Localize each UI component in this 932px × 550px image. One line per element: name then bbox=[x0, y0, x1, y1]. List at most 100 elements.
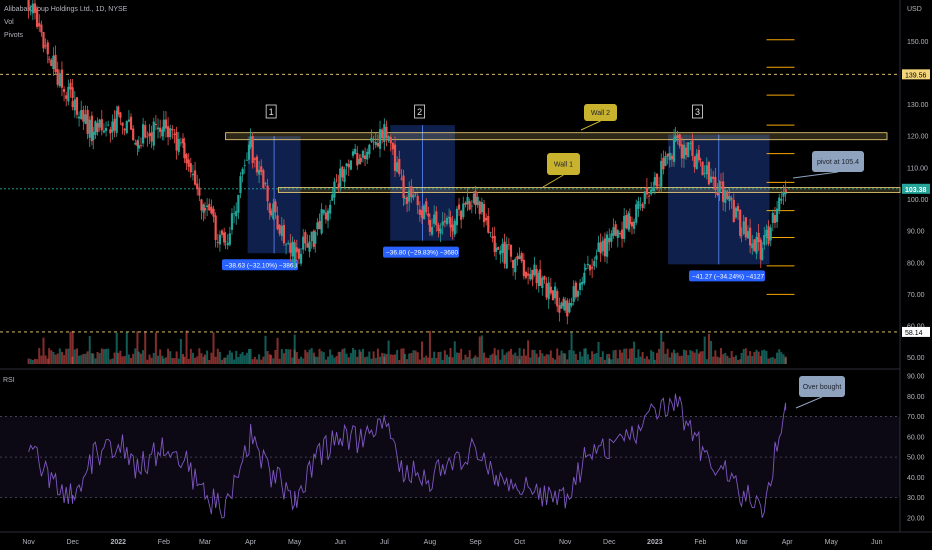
candle-body bbox=[77, 116, 81, 119]
candle-body bbox=[161, 129, 164, 137]
candle-body bbox=[368, 144, 371, 155]
volume-bar bbox=[599, 356, 602, 364]
volume-bar bbox=[316, 356, 319, 364]
rsi-band bbox=[0, 416, 900, 498]
candle-body bbox=[396, 162, 399, 172]
volume-bar bbox=[179, 338, 182, 364]
volume-bar bbox=[719, 348, 722, 364]
volume-bar bbox=[763, 349, 766, 364]
candle-body bbox=[482, 204, 486, 223]
candle-body bbox=[537, 273, 540, 287]
walls-layer bbox=[225, 132, 901, 193]
volume-bar bbox=[105, 348, 108, 364]
volume-bar bbox=[359, 351, 362, 364]
volume-bar bbox=[630, 348, 633, 364]
marker-box-1 bbox=[265, 104, 277, 119]
volume-bar bbox=[322, 352, 325, 364]
candle-body bbox=[96, 123, 99, 133]
volume-bar bbox=[458, 352, 461, 364]
volume-bar bbox=[755, 349, 758, 364]
rsi-tick-label: 30.00 bbox=[907, 495, 925, 502]
candle-body bbox=[179, 142, 182, 144]
volume-bar bbox=[441, 359, 444, 364]
candle-body bbox=[522, 259, 525, 277]
volume-bar bbox=[714, 350, 717, 364]
volume-bar bbox=[716, 356, 719, 364]
volume-bar bbox=[732, 356, 735, 364]
volume-bar bbox=[705, 359, 708, 364]
volume-bar bbox=[354, 349, 357, 364]
volume-bar bbox=[402, 348, 405, 364]
indicator-vol-label[interactable]: Vol bbox=[4, 19, 14, 26]
candle-body bbox=[354, 148, 357, 154]
volume-bar bbox=[349, 353, 352, 364]
candle-body bbox=[272, 203, 275, 219]
volume-bar bbox=[648, 359, 651, 364]
candle-body bbox=[253, 158, 256, 160]
candle-body bbox=[714, 176, 717, 190]
candle-body bbox=[505, 244, 508, 269]
rsi-tick-label: 20.00 bbox=[907, 515, 925, 522]
volume-bar bbox=[31, 359, 34, 364]
candle-body bbox=[740, 235, 743, 236]
time-axis-label: Feb bbox=[694, 539, 706, 546]
volume-bar bbox=[499, 359, 502, 364]
volume-bar bbox=[753, 352, 756, 364]
candle-body bbox=[62, 89, 66, 92]
candle-body bbox=[148, 133, 151, 137]
candle-body bbox=[627, 213, 630, 230]
time-axis-label: May bbox=[825, 539, 839, 546]
candle-body bbox=[601, 240, 604, 252]
volume-bar bbox=[505, 352, 508, 364]
price-tick-label: 120.00 bbox=[907, 134, 929, 141]
volume-bar bbox=[782, 354, 785, 364]
candle-body bbox=[784, 188, 787, 193]
candle-body bbox=[773, 214, 777, 223]
candle-body bbox=[142, 124, 145, 144]
volume-bar bbox=[94, 358, 97, 364]
volume-bar bbox=[765, 350, 768, 364]
candle-body bbox=[359, 158, 362, 162]
volume-bar bbox=[682, 349, 685, 364]
volume-bar bbox=[606, 354, 609, 364]
candle-body bbox=[177, 138, 180, 152]
volume-bar bbox=[554, 359, 557, 364]
volume-bar bbox=[435, 357, 438, 364]
candle-body bbox=[586, 263, 589, 266]
candle-body bbox=[746, 231, 750, 239]
candle-body bbox=[370, 137, 373, 142]
volume-bar bbox=[734, 355, 737, 364]
volume-bar bbox=[746, 355, 749, 364]
candle-body bbox=[403, 198, 407, 199]
wall-2-note-pointer bbox=[580, 120, 601, 131]
volume-bar bbox=[431, 357, 434, 364]
measure-label-1: −38.63 (−32.10%) −3863 bbox=[225, 262, 297, 269]
volume-bar bbox=[260, 359, 263, 364]
volume-bar bbox=[652, 351, 655, 364]
volume-bar bbox=[324, 359, 327, 364]
volume-bar bbox=[115, 332, 118, 364]
volume-bar bbox=[520, 355, 523, 364]
candle-body bbox=[287, 243, 290, 245]
volume-bar bbox=[65, 348, 68, 364]
price-tick-label: 90.00 bbox=[907, 229, 925, 236]
volume-bar bbox=[570, 332, 573, 364]
indicator-pivots-label[interactable]: Pivots bbox=[4, 32, 24, 39]
candle-body bbox=[535, 269, 538, 283]
volume-bar bbox=[123, 355, 126, 364]
candle-body bbox=[462, 203, 465, 217]
rsi-tick-label: 60.00 bbox=[907, 434, 925, 441]
volume-bar bbox=[579, 351, 582, 364]
candle-body bbox=[541, 277, 544, 288]
overbought-note-pointer bbox=[795, 396, 823, 409]
wall-1-note-pointer bbox=[542, 174, 564, 188]
volume-bar bbox=[248, 349, 251, 364]
volume-bar bbox=[366, 356, 369, 364]
candle-body bbox=[73, 99, 76, 111]
pivots-layer bbox=[0, 39, 900, 333]
candle-body bbox=[378, 129, 382, 149]
candle-body bbox=[289, 243, 292, 253]
volume-bar bbox=[501, 349, 504, 364]
marker-box-2 bbox=[414, 104, 426, 119]
